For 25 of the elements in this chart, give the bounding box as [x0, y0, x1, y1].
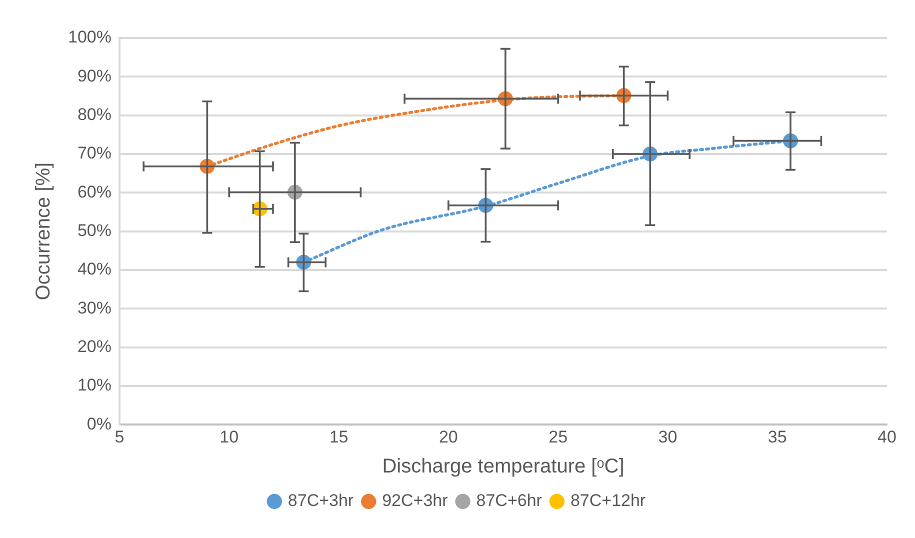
y-tick-label: 30%: [77, 298, 112, 318]
x-tick-label: 40: [878, 427, 896, 446]
y-tick-label: 0%: [86, 414, 112, 434]
y-axis-title: Occurrence [%]: [32, 162, 55, 300]
y-tick-label: 70%: [77, 144, 112, 163]
y-tick-label: 80%: [77, 105, 112, 124]
x-tick-label: 15: [329, 427, 348, 446]
x-tick-label: 20: [438, 427, 458, 446]
y-tick-label: 50%: [77, 220, 112, 240]
y-tick-label: 10%: [77, 376, 112, 395]
x-tick-label: 35: [768, 427, 787, 446]
legend-label: 87C+6hr: [476, 491, 542, 510]
x-tick-label: 5: [114, 427, 124, 446]
y-tick-label: 100%: [68, 28, 112, 47]
y-tick-label: 20%: [77, 336, 112, 356]
x-tick-label: 25: [548, 427, 568, 446]
legend-label: 92C+3hr: [382, 491, 448, 510]
legend-label: 87C+12hr: [570, 491, 646, 510]
y-tick-label: 60%: [77, 182, 112, 202]
y-tick-label: 40%: [77, 260, 112, 279]
x-tick-label: 30: [658, 427, 678, 446]
legend-label: 87C+3hr: [288, 491, 354, 510]
x-tick-label: 10: [220, 427, 239, 446]
x-axis-title: Discharge temperature [ᵒC]: [382, 456, 624, 478]
y-tick-label: 90%: [77, 66, 112, 86]
